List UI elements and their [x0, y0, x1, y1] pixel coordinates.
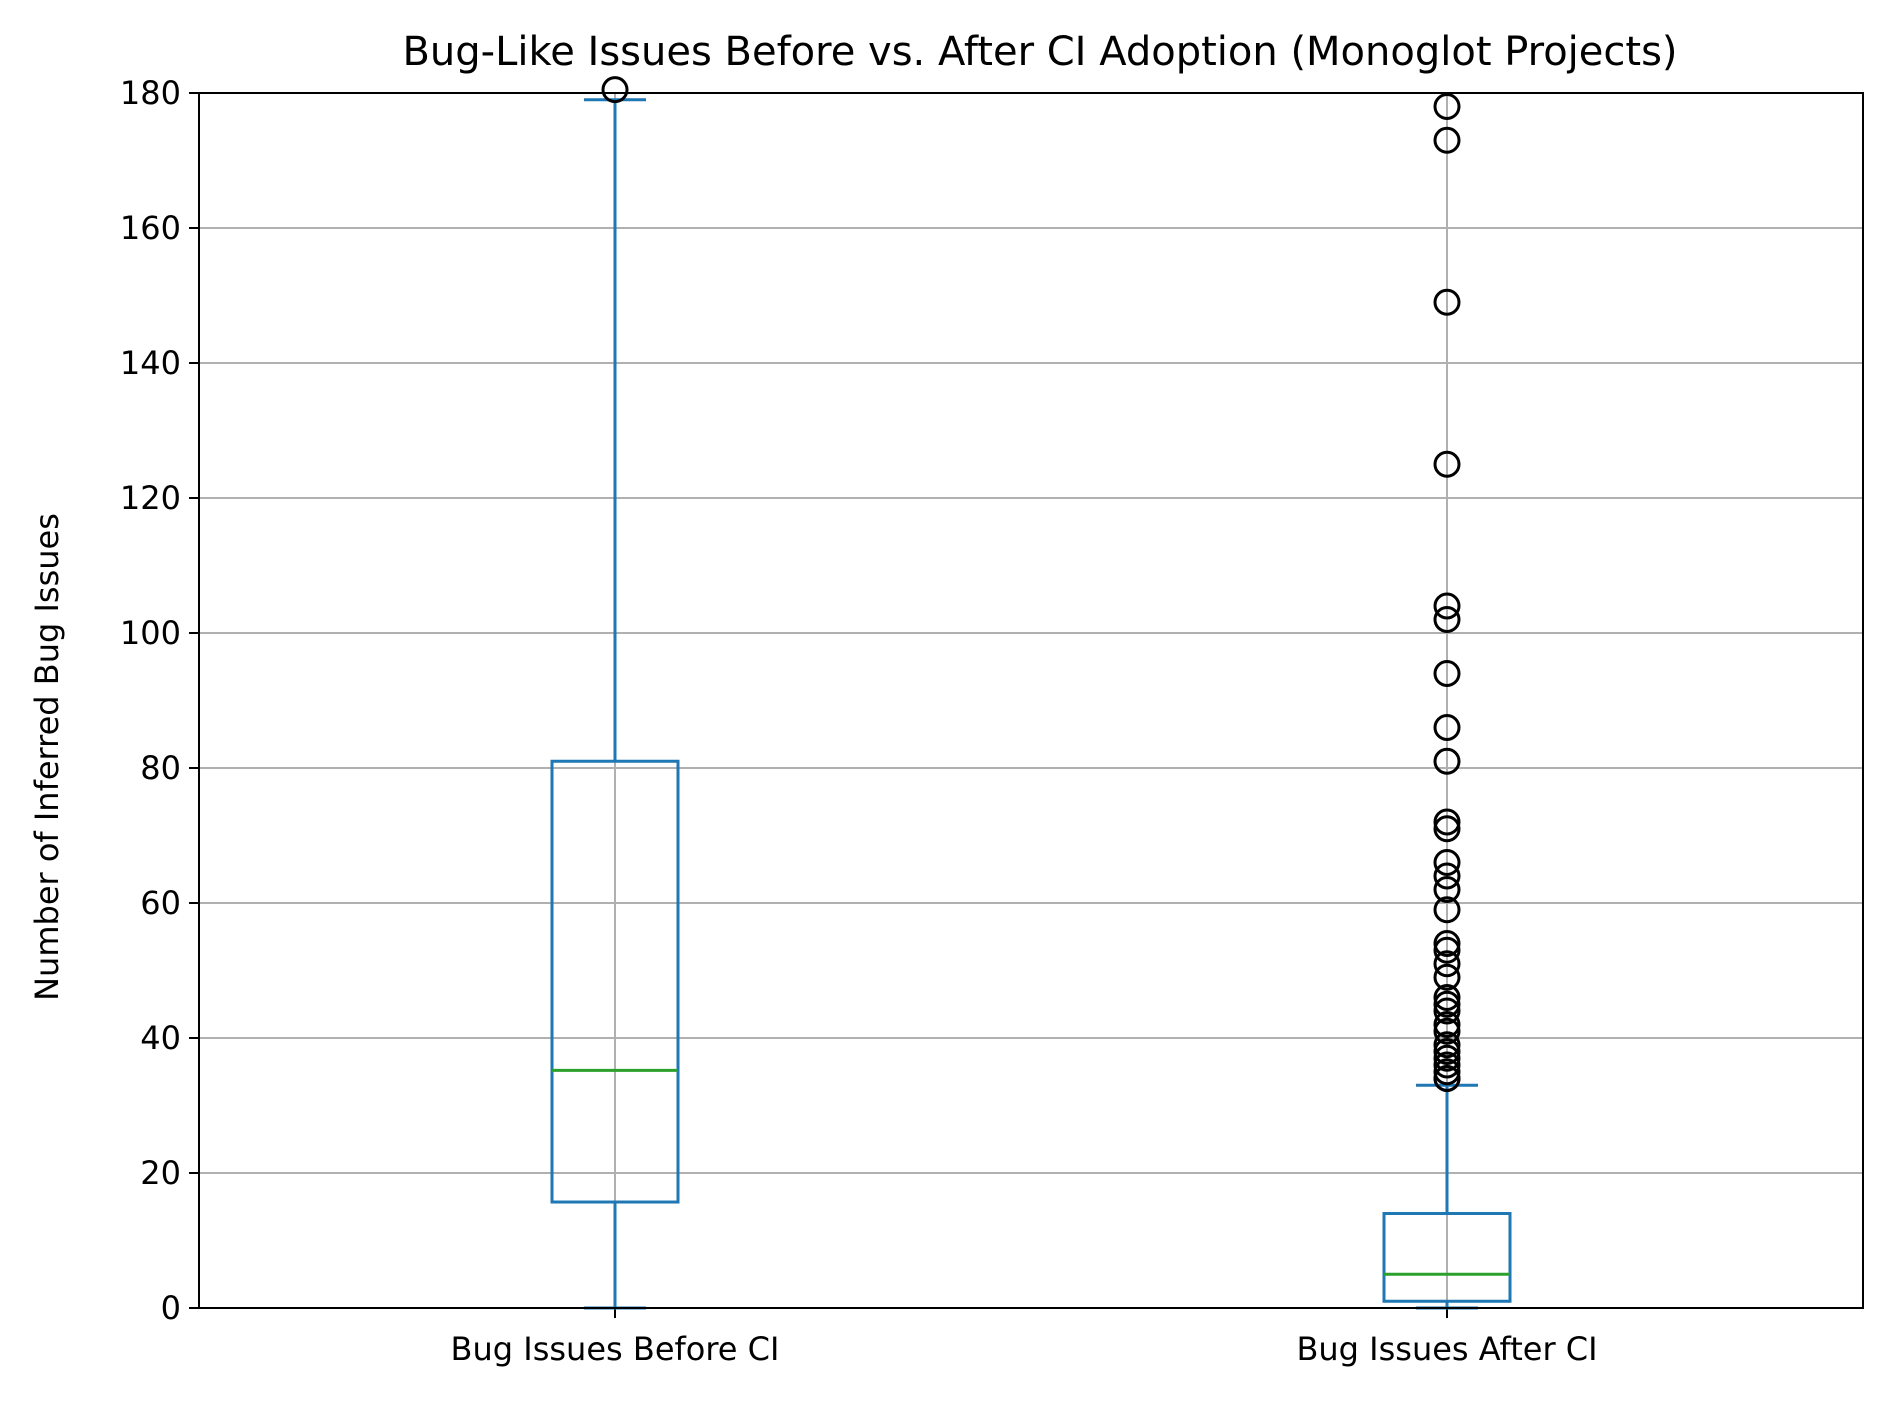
outlier-point — [1433, 288, 1461, 316]
outlier-point — [1433, 936, 1461, 964]
outlier-point — [1433, 1011, 1461, 1038]
y-axis-label: Number of Inferred Bug Issues — [28, 513, 66, 1001]
outlier-point — [1433, 1038, 1461, 1065]
chart-title: Bug-Like Issues Before vs. After CI Adop… — [402, 29, 1677, 75]
box-group — [1382, 93, 1512, 1310]
y-tick-label: 100 — [120, 614, 181, 652]
outlier-point — [1433, 930, 1461, 957]
outlier-point — [1433, 876, 1461, 903]
plot-frame — [198, 92, 1864, 1309]
y-tick-label: 0 — [161, 1289, 181, 1327]
y-tick-label: 180 — [120, 74, 181, 112]
outlier-point — [1433, 1058, 1461, 1086]
outlier-point — [1433, 1031, 1461, 1059]
outlier-point — [1433, 1065, 1461, 1092]
outlier-point — [1433, 849, 1461, 876]
y-tick-label: 120 — [120, 479, 181, 517]
outlier-point — [1433, 862, 1461, 890]
outlier-point — [1433, 660, 1461, 687]
axis-ticks: 0 20 40 60 80 100 120 140 160 180 Bug Issues Befor… — [120, 74, 1598, 1368]
outlier-point — [1433, 714, 1461, 741]
x-tick-label: Bug Issues Before CI — [451, 1330, 780, 1368]
outlier-point — [1433, 815, 1461, 843]
x-tick-label: Bug Issues After CI — [1296, 1330, 1597, 1368]
outlier-point — [1433, 450, 1461, 478]
outlier-point — [1433, 93, 1461, 120]
y-tick-label: 160 — [120, 209, 181, 247]
iqr-box — [1382, 1212, 1512, 1303]
y-tick-label: 20 — [140, 1154, 181, 1192]
iqr-box — [550, 759, 680, 1204]
y-tick-label: 140 — [120, 344, 181, 382]
outlier-point — [1433, 1017, 1461, 1045]
outlier-point — [1433, 984, 1461, 1011]
outlier-point — [1433, 1051, 1461, 1079]
outlier-point — [1433, 990, 1461, 1018]
outlier-point — [601, 76, 629, 104]
outlier-point — [1433, 963, 1461, 991]
outlier-point — [1433, 950, 1461, 978]
outlier-point — [1433, 747, 1461, 775]
outlier-point — [1433, 896, 1461, 924]
grid-lines — [199, 92, 1863, 1309]
outlier-point — [1433, 808, 1461, 836]
outlier-point — [1433, 592, 1461, 620]
outlier-point — [1433, 997, 1461, 1025]
y-tick-label: 80 — [140, 749, 181, 787]
y-tick-label: 60 — [140, 884, 181, 922]
outlier-point — [1433, 1044, 1461, 1072]
outlier-point — [1433, 126, 1461, 154]
boxes — [550, 76, 1512, 1310]
outlier-point — [1433, 606, 1461, 633]
y-tick-label: 40 — [140, 1019, 181, 1057]
